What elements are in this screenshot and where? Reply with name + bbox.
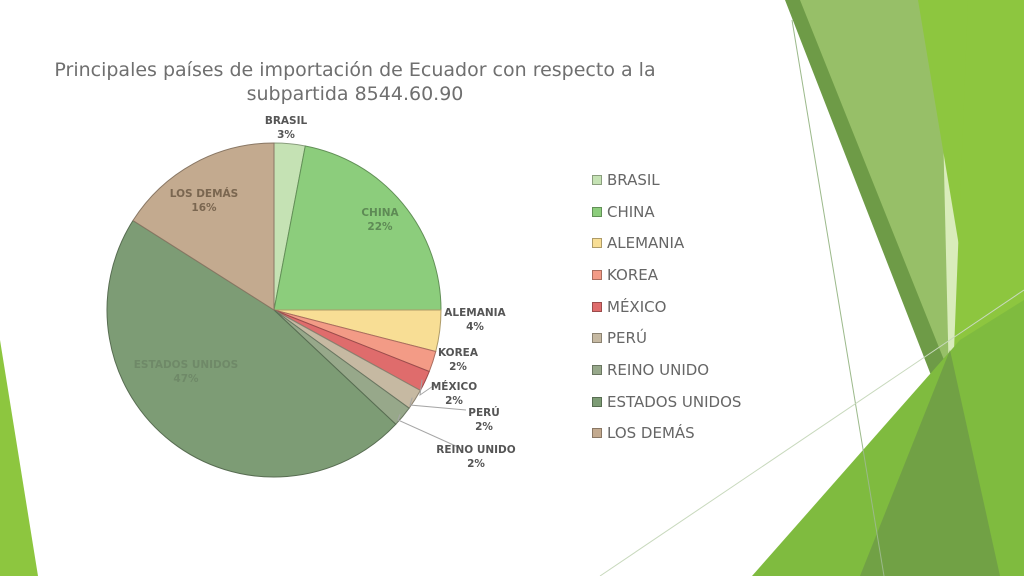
legend-swatch xyxy=(592,269,602,280)
legend-label: ALEMANIA xyxy=(607,234,685,253)
slice-label-value: 2% xyxy=(467,458,485,470)
leader-line xyxy=(409,397,467,411)
slice-label-value: 2% xyxy=(475,421,493,433)
pie-slice-los-demás xyxy=(132,142,275,311)
slice-label-value: 47% xyxy=(173,373,199,385)
slice-label: ESTADOS UNIDOS 47% xyxy=(134,359,239,385)
legend-item: BRASIL xyxy=(592,164,792,196)
slice-label-category: KOREA xyxy=(438,347,479,359)
legend-item: CHINA xyxy=(592,196,792,228)
legend-label: ESTADOS UNIDOS xyxy=(607,392,742,411)
legend-item: PERÚ xyxy=(592,322,792,354)
decor-line xyxy=(791,19,885,576)
decor-shape-left-stripe xyxy=(0,340,38,576)
slice-label: LOS DEMÁS 16% xyxy=(170,187,239,214)
slice-label: CHINA 22% xyxy=(361,207,399,233)
slice-label: PERÚ 2% xyxy=(468,406,499,433)
legend-label: LOS DEMÁS xyxy=(607,424,695,443)
legend-label: KOREA xyxy=(607,265,658,284)
leader-lines xyxy=(397,379,467,448)
slice-label-value: 16% xyxy=(191,202,217,214)
slice-label: BRASIL 3% xyxy=(265,115,308,141)
legend-swatch xyxy=(592,301,602,312)
legend-label: PERÚ xyxy=(607,329,647,348)
leader-line xyxy=(419,379,437,397)
slice-labels: BRASIL 3% CHINA 22% ALEMANIA 4% KOREA 2% MÉXICO 2… xyxy=(134,115,516,470)
slice-label-category: BRASIL xyxy=(265,115,308,127)
slice-label-value: 2% xyxy=(449,361,467,373)
slice-label-value: 3% xyxy=(277,129,295,141)
legend: BRASIL CHINA ALEMANIA KOREA MÉXICO PERÚ REINO … xyxy=(592,164,792,449)
slice-label: ALEMANIA 4% xyxy=(444,307,506,333)
slice-label-category: ALEMANIA xyxy=(444,307,506,319)
legend-item: LOS DEMÁS xyxy=(592,418,792,450)
slice-label: KOREA 2% xyxy=(438,347,479,373)
legend-item: MÉXICO xyxy=(592,291,792,323)
slice-label-value: 22% xyxy=(367,221,393,233)
legend-swatch xyxy=(592,238,602,249)
slice-label-value: 4% xyxy=(466,321,484,333)
legend-swatch xyxy=(592,174,602,185)
leader-line xyxy=(397,414,459,448)
legend-label: MÉXICO xyxy=(607,297,667,316)
legend-item: REINO UNIDO xyxy=(592,354,792,386)
decor-shape-bottom-dark xyxy=(860,350,1000,576)
legend-label: BRASIL xyxy=(607,170,660,189)
pie-slice-china xyxy=(273,145,442,311)
legend-label: REINO UNIDO xyxy=(607,360,710,379)
legend-swatch xyxy=(592,206,602,217)
slice-label-category: CHINA xyxy=(361,207,399,219)
legend-swatch xyxy=(592,428,602,439)
slice-label-category: ESTADOS UNIDOS xyxy=(134,359,239,371)
legend-item: ALEMANIA xyxy=(592,227,792,259)
legend-item: KOREA xyxy=(592,259,792,291)
slice-label-value: 2% xyxy=(445,395,463,407)
slice-label-category: LOS DEMÁS xyxy=(170,187,239,200)
pie-chart xyxy=(106,142,442,478)
legend-swatch xyxy=(592,396,602,407)
slice-label: REINO UNIDO 2% xyxy=(436,444,515,470)
legend-swatch xyxy=(592,333,602,344)
pie-slice-estados-unidos xyxy=(106,219,397,478)
legend-label: CHINA xyxy=(607,202,655,221)
slice-label-category: PERÚ xyxy=(468,406,499,419)
chart-title: Principales países de importación de Ecu… xyxy=(54,59,656,105)
slice-label: MÉXICO 2% xyxy=(431,380,477,407)
legend-swatch xyxy=(592,364,602,375)
slice-label-category: MÉXICO xyxy=(431,380,477,393)
legend-item: ESTADOS UNIDOS xyxy=(592,386,792,418)
decor-line xyxy=(599,289,1024,576)
slice-label-category: REINO UNIDO xyxy=(436,444,515,456)
